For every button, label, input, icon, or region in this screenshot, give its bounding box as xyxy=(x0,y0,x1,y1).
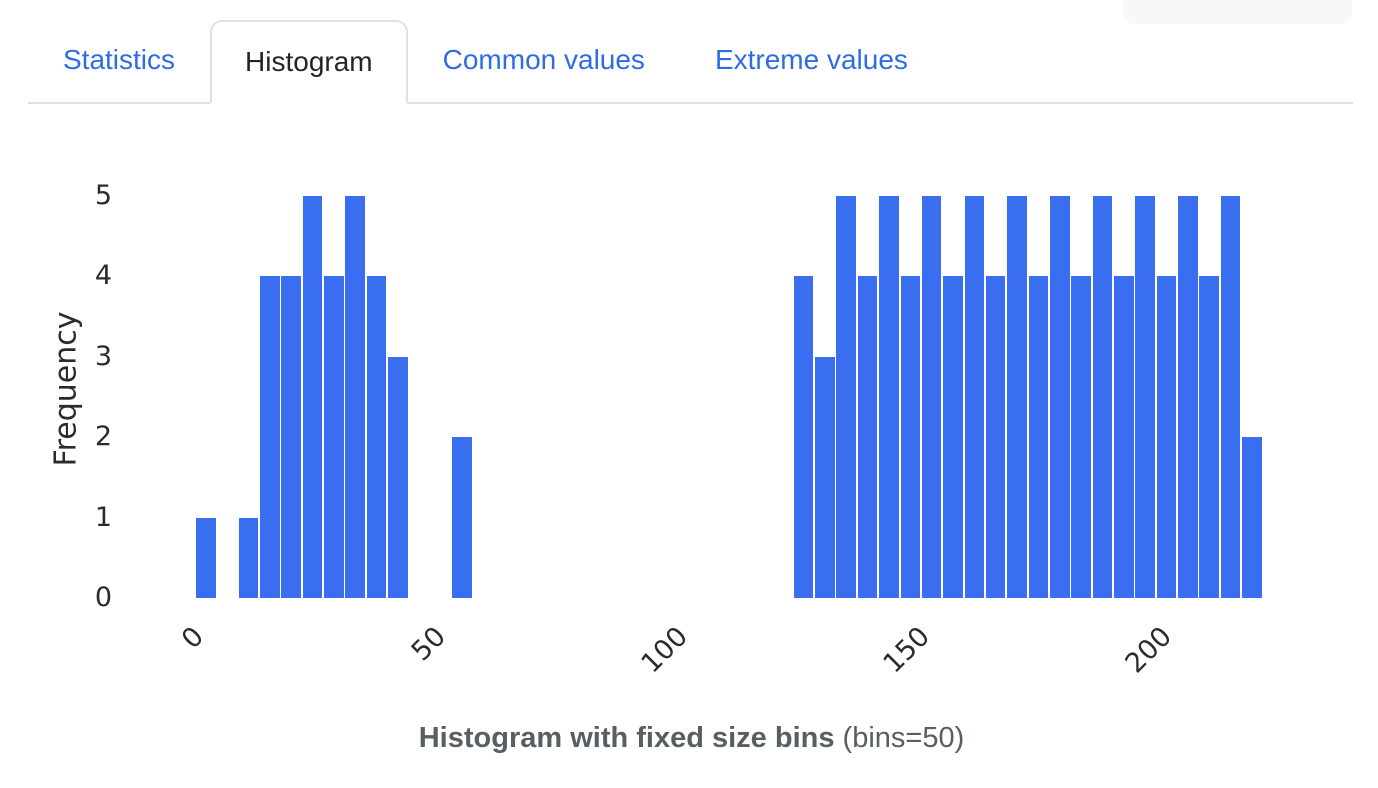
tab-bar: Statistics Histogram Common values Extre… xyxy=(28,0,1353,104)
histogram-bar xyxy=(815,356,835,598)
chart-title: Histogram with fixed size bins (bins=50) xyxy=(30,722,1353,755)
histogram-bar xyxy=(1028,276,1049,598)
histogram-bar xyxy=(388,356,408,598)
y-tick-label: 1 xyxy=(94,501,112,533)
histogram-bar xyxy=(857,276,878,598)
histogram-bar xyxy=(366,276,387,598)
histogram-bar xyxy=(281,276,302,598)
histogram-bar xyxy=(260,276,280,598)
histogram-bar xyxy=(1049,196,1070,598)
histogram-bar xyxy=(1007,196,1027,598)
histogram-bar xyxy=(452,437,472,598)
x-tick-label: 100 xyxy=(635,621,694,680)
y-tick-label: 5 xyxy=(94,180,112,211)
tab-histogram-label: Histogram xyxy=(245,46,373,77)
y-tick-label: 2 xyxy=(94,421,112,453)
histogram-bar xyxy=(324,276,344,598)
histogram-bar xyxy=(1220,196,1241,598)
histogram-bar xyxy=(1092,196,1113,598)
y-tick-label: 4 xyxy=(94,260,112,292)
x-tick-label: 200 xyxy=(1119,621,1178,680)
histogram-bar xyxy=(793,276,814,598)
tab-statistics[interactable]: Statistics xyxy=(28,18,210,102)
histogram-bar xyxy=(345,196,366,598)
x-tick-label: 150 xyxy=(877,621,936,680)
histogram-bar xyxy=(1113,276,1134,598)
histogram-bar xyxy=(921,196,942,598)
histogram-bar xyxy=(836,196,857,598)
histogram-bar xyxy=(879,196,899,598)
histogram-bar xyxy=(985,276,1006,598)
histogram-bar xyxy=(1242,437,1262,598)
histogram-bar xyxy=(302,196,323,598)
histogram-bar xyxy=(1199,276,1219,598)
histogram-bar xyxy=(943,276,963,598)
chart-title-bold: Histogram with fixed size bins xyxy=(418,722,835,754)
histogram-bar xyxy=(1178,196,1198,598)
tab-common-values[interactable]: Common values xyxy=(408,18,680,102)
histogram-bar xyxy=(1156,276,1177,598)
tab-extreme-values[interactable]: Extreme values xyxy=(680,18,943,102)
histogram-bar xyxy=(964,196,985,598)
histogram-bar xyxy=(900,276,921,598)
x-tick-label: 0 xyxy=(175,621,210,656)
histogram-bar xyxy=(238,517,259,598)
y-tick-label: 0 xyxy=(94,582,112,613)
tab-common-values-label: Common values xyxy=(442,44,645,75)
histogram-bar xyxy=(1135,196,1155,598)
tab-extreme-values-label: Extreme values xyxy=(714,44,908,75)
chart-title-suffix: (bins=50) xyxy=(842,722,965,754)
top-right-partial-button[interactable] xyxy=(1123,0,1352,24)
tab-histogram[interactable]: Histogram xyxy=(210,20,408,104)
tab-statistics-label: Statistics xyxy=(63,44,176,75)
histogram-bar xyxy=(1071,276,1091,598)
histogram-bar xyxy=(196,517,216,598)
x-tick-label: 50 xyxy=(405,621,452,668)
y-tick-label: 3 xyxy=(94,340,112,372)
